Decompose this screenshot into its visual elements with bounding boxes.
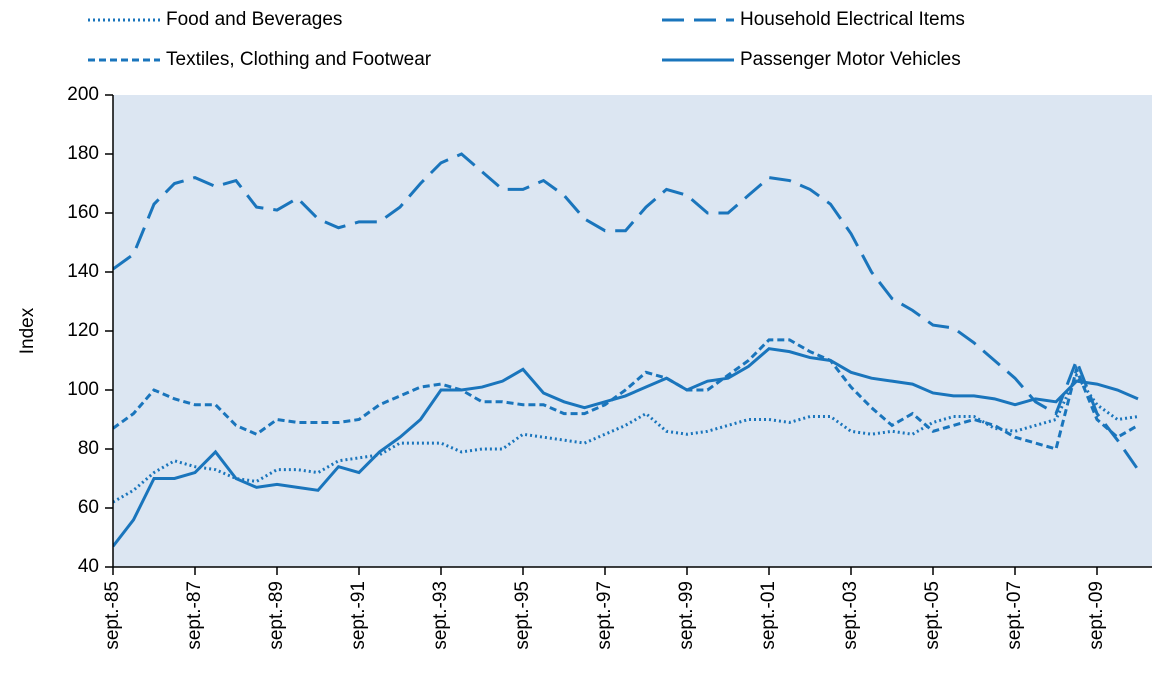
- series-line: [113, 338, 1139, 451]
- x-tick-label: sept.-05: [922, 581, 943, 650]
- x-tick-label: sept.-97: [594, 581, 615, 650]
- x-tick-label: sept.-07: [1004, 581, 1025, 650]
- x-tick-label: sept.-99: [676, 581, 697, 650]
- x-tick-label: sept.-91: [348, 581, 369, 650]
- y-tick-label: 120: [67, 320, 99, 341]
- plot-area: [113, 95, 1152, 567]
- legend-label: Household Electrical Items: [740, 9, 965, 30]
- y-tick-label: 80: [78, 438, 99, 459]
- legend-label: Textiles, Clothing and Footwear: [166, 49, 432, 70]
- y-tick-label: 180: [67, 143, 99, 164]
- x-tick-label: sept.-09: [1086, 581, 1107, 650]
- y-tick-label: 200: [67, 84, 99, 105]
- legend-label: Food and Beverages: [166, 9, 342, 30]
- y-axis-label: Index: [17, 307, 38, 354]
- y-tick-label: 40: [78, 556, 99, 577]
- legend-label: Passenger Motor Vehicles: [740, 49, 961, 70]
- y-tick-label: 60: [78, 497, 99, 518]
- x-tick-label: sept.-03: [840, 581, 861, 650]
- series-line: [113, 347, 1139, 548]
- y-tick-label: 100: [67, 379, 99, 400]
- x-tick-label: sept.-89: [266, 581, 287, 650]
- x-tick-label: sept.-93: [430, 581, 451, 650]
- x-tick-label: sept.-87: [184, 581, 205, 650]
- series-line: [113, 152, 1140, 471]
- x-tick-label: sept.-01: [758, 581, 779, 650]
- y-tick-label: 160: [67, 202, 99, 223]
- y-tick-label: 140: [67, 261, 99, 282]
- x-tick-label: sept.-85: [102, 581, 123, 650]
- lines: [113, 152, 1140, 548]
- x-tick-label: sept.-95: [512, 581, 533, 650]
